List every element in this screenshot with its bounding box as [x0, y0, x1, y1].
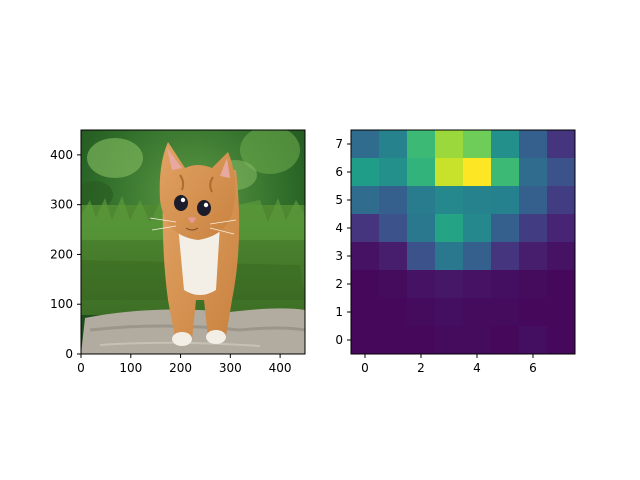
heatmap-cell	[435, 242, 464, 271]
image-x-tick-label: 100	[119, 361, 142, 375]
heatmap-cell	[491, 298, 520, 327]
heatmap-cell	[491, 130, 520, 159]
heatmap-cell	[519, 298, 548, 327]
heatmap-cell	[463, 242, 492, 271]
heatmap-cell	[519, 158, 548, 187]
heatmap-cell	[379, 158, 408, 187]
heatmap-cell	[463, 214, 492, 243]
heatmap-y-tick-label: 1	[335, 305, 343, 319]
heatmap-cell	[547, 158, 576, 187]
heatmap-cell	[435, 158, 464, 187]
heatmap-cell	[407, 242, 436, 271]
heatmap-cell	[491, 270, 520, 299]
heatmap-axes-frame	[350, 129, 576, 355]
image-y-tick-label: 0	[65, 347, 73, 361]
heatmap-y-tick-label: 3	[335, 249, 343, 263]
heatmap-cell	[547, 326, 576, 355]
image-y-tick-label: 300	[50, 198, 73, 212]
heatmap-y-tick-label: 4	[335, 221, 343, 235]
heatmap-cell	[435, 214, 464, 243]
image-axes: 0 100 200 300 400 0 100 200 300 400	[50, 129, 306, 375]
image-x-tick-label: 300	[219, 361, 242, 375]
image-y-tick-label: 200	[50, 247, 73, 261]
image-x-tick-label: 0	[77, 361, 85, 375]
heatmap-x-tick-label: 6	[529, 361, 537, 375]
heatmap-cell	[351, 242, 380, 271]
heatmap-cell	[407, 214, 436, 243]
heatmap-cell	[407, 130, 436, 159]
heatmap-cell	[519, 270, 548, 299]
heatmap-cell	[351, 158, 380, 187]
heatmap-cell	[463, 158, 492, 187]
heatmap-cell	[519, 130, 548, 159]
heatmap-y-tick-label: 6	[335, 165, 343, 179]
image-y-tick-label: 400	[50, 148, 73, 162]
heatmap-cell	[435, 186, 464, 215]
heatmap-y-tick-label: 0	[335, 333, 343, 347]
heatmap-cell	[547, 242, 576, 271]
heatmap-x-tick-label: 0	[361, 361, 369, 375]
heatmap-cell	[407, 186, 436, 215]
heatmap-cell	[463, 270, 492, 299]
heatmap-cell	[491, 326, 520, 355]
heatmap-y-tick-label: 5	[335, 193, 343, 207]
heatmap-cell	[519, 186, 548, 215]
heatmap-cell	[379, 242, 408, 271]
heatmap-cell	[519, 242, 548, 271]
image-y-tick-label: 100	[50, 297, 73, 311]
heatmap-cell	[491, 214, 520, 243]
heatmap-cell	[379, 186, 408, 215]
heatmap-cell	[463, 186, 492, 215]
heatmap-axes: 0 2 4 6 0 1 2 3 4 5 6 7	[335, 129, 576, 375]
heatmap-cell	[351, 130, 380, 159]
heatmap-x-tick-label: 2	[417, 361, 425, 375]
heatmap-cell	[407, 298, 436, 327]
heatmap-cell	[547, 214, 576, 243]
heatmap-cell	[379, 298, 408, 327]
heatmap-cell	[547, 270, 576, 299]
heatmap-cell	[463, 130, 492, 159]
heatmap-cell	[547, 130, 576, 159]
heatmap-cell	[435, 130, 464, 159]
image-axes-frame	[80, 129, 306, 355]
heatmap-cell	[435, 270, 464, 299]
heatmap-x-tick-label: 4	[473, 361, 481, 375]
heatmap-cell	[351, 326, 380, 355]
heatmap-cell	[463, 298, 492, 327]
heatmap-cell	[351, 186, 380, 215]
heatmap-y-ticks: 0 1 2 3 4 5 6 7	[335, 137, 351, 347]
heatmap-cell	[351, 214, 380, 243]
heatmap-cell	[435, 298, 464, 327]
heatmap-cell	[407, 158, 436, 187]
heatmap-cell	[351, 270, 380, 299]
heatmap-cell	[379, 270, 408, 299]
heatmap-y-tick-label: 7	[335, 137, 343, 151]
heatmap-cell	[351, 298, 380, 327]
heatmap-cell	[519, 214, 548, 243]
image-x-tick-label: 200	[169, 361, 192, 375]
heatmap-cell	[379, 214, 408, 243]
heatmap-y-tick-label: 2	[335, 277, 343, 291]
image-y-ticks: 0 100 200 300 400	[50, 148, 81, 361]
image-x-ticks: 0 100 200 300 400	[77, 354, 292, 375]
heatmap-cell	[491, 158, 520, 187]
heatmap-cell	[407, 326, 436, 355]
heatmap-cell	[463, 326, 492, 355]
heatmap-cell	[435, 326, 464, 355]
image-x-tick-label: 400	[269, 361, 292, 375]
heatmap-cell	[547, 186, 576, 215]
heatmap-cell	[379, 326, 408, 355]
kitten-photo	[81, 130, 305, 354]
heatmap-cell	[547, 298, 576, 327]
heatmap-cells	[351, 130, 576, 355]
heatmap-cell	[491, 242, 520, 271]
heatmap-cell	[519, 326, 548, 355]
heatmap-cell	[407, 270, 436, 299]
heatmap-cell	[491, 186, 520, 215]
heatmap-x-ticks: 0 2 4 6	[361, 354, 537, 375]
heatmap-cell	[379, 130, 408, 159]
